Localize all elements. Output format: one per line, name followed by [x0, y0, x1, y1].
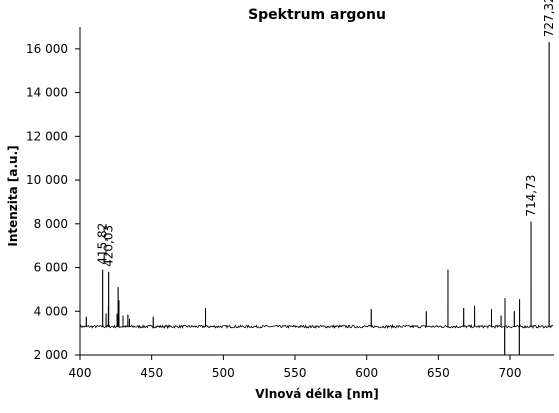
x-tick-label: 400	[69, 366, 92, 380]
y-axis-label: Intenzita [a.u.]	[6, 145, 20, 246]
chart-title: Spektrum argonu	[248, 7, 386, 23]
plot-area	[79, 42, 554, 356]
y-tick-label: 8 000	[34, 217, 68, 231]
y-tick-label: 6 000	[34, 261, 68, 275]
peak-label: 727,32	[542, 0, 556, 37]
y-tick-label: 10 000	[26, 173, 68, 187]
x-tick-label: 650	[427, 366, 450, 380]
x-tick-label: 550	[284, 366, 307, 380]
x-tick-label: 600	[355, 366, 378, 380]
peak-label: 420,03	[102, 225, 116, 267]
y-tick-label: 2 000	[34, 348, 68, 362]
peak-label: 415,82	[96, 223, 110, 265]
y-tick-label: 12 000	[26, 129, 68, 143]
x-tick-label: 500	[212, 366, 235, 380]
y-tick-label: 16 000	[26, 42, 68, 56]
y-tick-label: 14 000	[26, 86, 68, 100]
x-tick-label: 450	[140, 366, 163, 380]
spectrum-line	[79, 42, 554, 356]
peak-label: 714,73	[524, 175, 538, 217]
x-tick-label: 700	[499, 366, 522, 380]
axis-ticks: 400 450 500 550 600 650 700 2 000 4 000 6 000 8 00…	[26, 42, 521, 380]
x-axis-label: Vlnová délka [nm]	[255, 387, 378, 401]
y-tick-label: 4 000	[34, 304, 68, 318]
